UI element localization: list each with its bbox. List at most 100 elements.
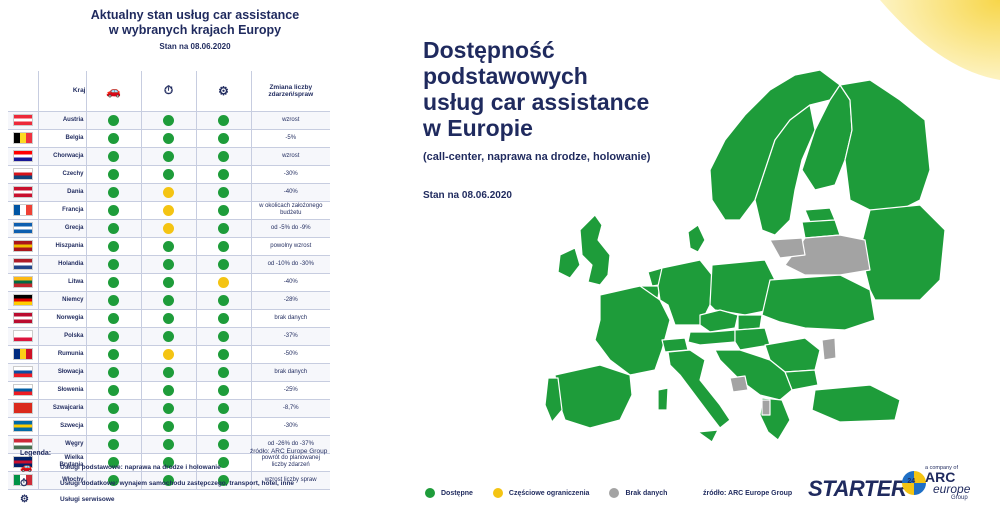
map-sicily xyxy=(697,429,719,443)
change-value: -40% xyxy=(251,183,330,202)
status-cell xyxy=(86,183,142,202)
flag-cell xyxy=(8,255,39,274)
status-cell xyxy=(86,309,142,328)
status-dot xyxy=(218,168,229,180)
country-flag-icon xyxy=(12,456,33,468)
status-dot xyxy=(108,348,119,360)
clock-car-icon: ⏱ xyxy=(163,83,174,98)
change-value: brak danych xyxy=(251,363,330,382)
country-name: Rumunia xyxy=(38,345,87,364)
map-poland xyxy=(709,259,776,316)
map-legend: Dostępne Częściowe ograniczenia Brak dan… xyxy=(425,488,687,498)
status-dot xyxy=(218,114,229,126)
map-moldova xyxy=(821,337,837,361)
table-row: Niemcy -28% xyxy=(8,291,330,310)
europe-map xyxy=(544,69,946,443)
map-albania xyxy=(761,399,771,416)
table-row: Czechy -30% xyxy=(8,165,330,184)
status-cell xyxy=(86,453,142,472)
status-cell xyxy=(86,165,142,184)
status-cell xyxy=(141,399,197,418)
status-cell xyxy=(141,255,197,274)
status-panel: Aktualny stan usług car assistance w wyb… xyxy=(30,8,360,51)
change-value: -28% xyxy=(251,291,330,310)
country-flag-icon xyxy=(12,348,33,360)
nodata-dot xyxy=(609,488,620,498)
flag-cell xyxy=(8,417,39,436)
flag-cell xyxy=(8,111,39,130)
country-flag-icon xyxy=(12,168,33,180)
map-legend-nodata: Brak danych xyxy=(609,488,667,498)
flag-cell xyxy=(8,363,39,382)
status-dot xyxy=(163,186,174,198)
status-cell xyxy=(196,183,252,202)
table-row: Szwecja -30% xyxy=(8,417,330,436)
map-bosnia xyxy=(729,375,749,393)
country-name: Dania xyxy=(38,183,87,202)
change-value: powolny wzrost xyxy=(251,237,330,256)
status-cell xyxy=(196,363,252,382)
table-date: Stan na 08.06.2020 xyxy=(159,42,231,51)
change-value: -25% xyxy=(251,381,330,400)
car-breakdown-icon: 🚗 xyxy=(20,462,33,473)
country-flag-icon xyxy=(12,294,33,306)
map-czech xyxy=(699,309,739,333)
country-name: Wielka Brytania xyxy=(38,453,87,472)
status-dot xyxy=(218,294,229,306)
table-row: Francja w okolicach założonego budżetu xyxy=(8,201,330,220)
status-dot xyxy=(108,132,119,144)
map-belarus xyxy=(784,234,871,276)
status-dot xyxy=(218,402,229,414)
status-cell xyxy=(141,147,197,166)
table-row: Litwa -40% xyxy=(8,273,330,292)
country-flag-icon xyxy=(12,240,33,252)
flag-cell xyxy=(8,165,39,184)
status-cell xyxy=(196,471,252,490)
status-dot xyxy=(163,330,174,342)
status-dot xyxy=(163,312,174,324)
status-cell xyxy=(86,381,142,400)
table-row: Dania -40% xyxy=(8,183,330,202)
flag-cell xyxy=(8,327,39,346)
status-cell xyxy=(141,219,197,238)
status-dot xyxy=(218,312,229,324)
status-dot xyxy=(108,204,119,216)
change-value: powrót do planowanej liczby zdarzeń xyxy=(251,453,330,472)
map-spain xyxy=(554,364,633,429)
status-cell xyxy=(86,219,142,238)
change-value: -8,7% xyxy=(251,399,330,418)
table-row: Słowacja brak danych xyxy=(8,363,330,382)
map-france xyxy=(594,285,671,376)
status-cell xyxy=(141,453,197,472)
status-dot xyxy=(108,222,119,234)
status-dot xyxy=(108,330,119,342)
change-value: brak danych xyxy=(251,309,330,328)
car-lift-icon: ⚙ xyxy=(218,83,229,98)
flag-cell xyxy=(8,237,39,256)
status-dot xyxy=(218,330,229,342)
flag-cell xyxy=(8,435,39,454)
status-cell xyxy=(196,201,252,220)
status-dot xyxy=(163,366,174,378)
table-row: Hiszpania powolny wzrost xyxy=(8,237,330,256)
status-cell xyxy=(141,363,197,382)
table-row: Węgry od -26% do -37% xyxy=(8,435,330,454)
table-title: Aktualny stan usług car assistance w wyb… xyxy=(90,8,300,37)
starter24-logo: STARTER 24 xyxy=(808,471,927,502)
starter-ball-icon: 24 xyxy=(902,471,927,495)
status-dot xyxy=(163,438,174,450)
table-row: Holandia od -10% do -30% xyxy=(8,255,330,274)
status-dot xyxy=(218,276,229,288)
header-flag xyxy=(8,71,39,112)
status-cell xyxy=(141,381,197,400)
status-cell xyxy=(86,435,142,454)
header-extra-services: ⏱ xyxy=(141,71,197,112)
country-name: Norwegia xyxy=(38,309,87,328)
table-row: Słowenia -25% xyxy=(8,381,330,400)
status-dot xyxy=(108,186,119,198)
status-cell xyxy=(141,111,197,130)
status-cell xyxy=(86,129,142,148)
status-cell xyxy=(141,201,197,220)
map-germany xyxy=(657,259,713,326)
flag-cell xyxy=(8,219,39,238)
